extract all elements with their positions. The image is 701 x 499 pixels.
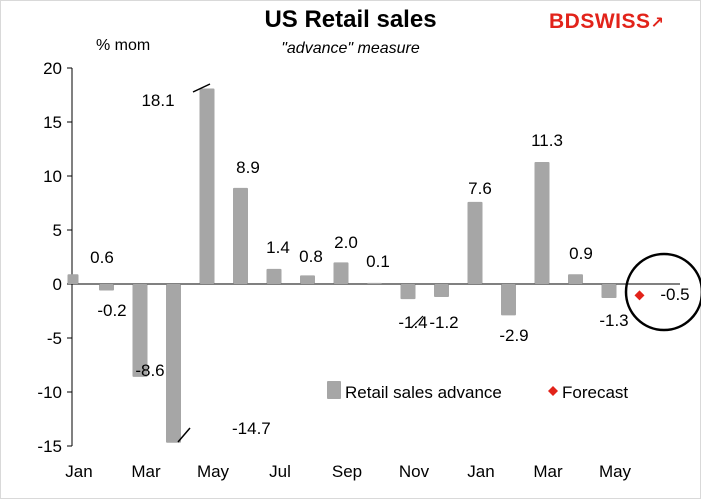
data-label: -8.6 (135, 361, 164, 380)
x-tick-label: Nov (399, 462, 430, 481)
data-label: 0.6 (90, 248, 114, 267)
data-label: 2.0 (334, 233, 358, 252)
data-label: 0.9 (569, 244, 593, 263)
x-tick-label: Jul (269, 462, 291, 481)
x-tick-label: Jan (467, 462, 494, 481)
x-tick-label: May (197, 462, 230, 481)
data-label: -1.4 (398, 313, 427, 332)
bar (367, 282, 382, 284)
legend-swatch-diamond (548, 386, 558, 396)
bar (67, 274, 79, 284)
forecast-highlight-circle (624, 252, 701, 332)
bar (434, 284, 449, 297)
bar (99, 284, 114, 291)
chart-title: US Retail sales (264, 6, 437, 33)
y-tick-label: 5 (53, 221, 62, 240)
data-label: 0.1 (366, 252, 390, 271)
logo-mark-icon: ↗ (650, 15, 665, 32)
data-label: -0.2 (97, 301, 126, 320)
data-label: -2.9 (499, 326, 528, 345)
leader-line (410, 315, 424, 329)
y-tick-label: -15 (37, 437, 62, 456)
data-label: -14.7 (232, 419, 271, 438)
bar (333, 262, 349, 284)
bar (233, 187, 248, 284)
x-tick-label: Jan (65, 462, 92, 481)
leader-line (192, 83, 211, 93)
data-label: 0.8 (299, 247, 323, 266)
data-label: -1.3 (599, 311, 628, 330)
y-tick-label: -10 (37, 383, 62, 402)
legend-swatch-bar (327, 381, 341, 399)
y-tick-label: -5 (47, 329, 62, 348)
logo-text-bd: BD (549, 10, 581, 33)
bar (132, 284, 148, 377)
bar (534, 161, 550, 284)
logo-text-swiss: SWISS (580, 10, 651, 33)
data-label: -0.5 (660, 285, 689, 304)
leader-line (177, 427, 191, 443)
bar (199, 88, 215, 285)
legend-label: Forecast (562, 383, 628, 402)
bar (266, 268, 282, 284)
x-tick-label: Mar (533, 462, 563, 481)
data-label: -1.2 (429, 313, 458, 332)
y-tick-label: 20 (43, 59, 62, 78)
bar (300, 275, 315, 284)
data-label: 8.9 (236, 158, 260, 177)
bar (568, 274, 583, 284)
bar (501, 284, 516, 316)
x-tick-label: Sep (332, 462, 362, 481)
y-tick-label: 0 (53, 275, 62, 294)
data-label: 11.3 (531, 131, 563, 150)
bdswiss-logo: BDSWISS↗ (549, 10, 664, 34)
chart-subtitle: "advance" measure (281, 40, 420, 57)
bar (400, 284, 416, 300)
bar (467, 201, 483, 284)
y-tick-label: 15 (43, 113, 62, 132)
data-label: 1.4 (266, 238, 290, 257)
legend-label: Retail sales advance (345, 383, 502, 402)
bar (601, 284, 617, 299)
data-label: 18.1 (141, 91, 174, 110)
x-tick-label: May (599, 462, 632, 481)
bar (166, 284, 181, 443)
forecast-marker (634, 290, 645, 301)
x-tick-label: Mar (131, 462, 161, 481)
y-tick-label: 10 (43, 167, 62, 186)
y-axis-label: % mom (96, 37, 150, 54)
data-label: 7.6 (468, 179, 492, 198)
